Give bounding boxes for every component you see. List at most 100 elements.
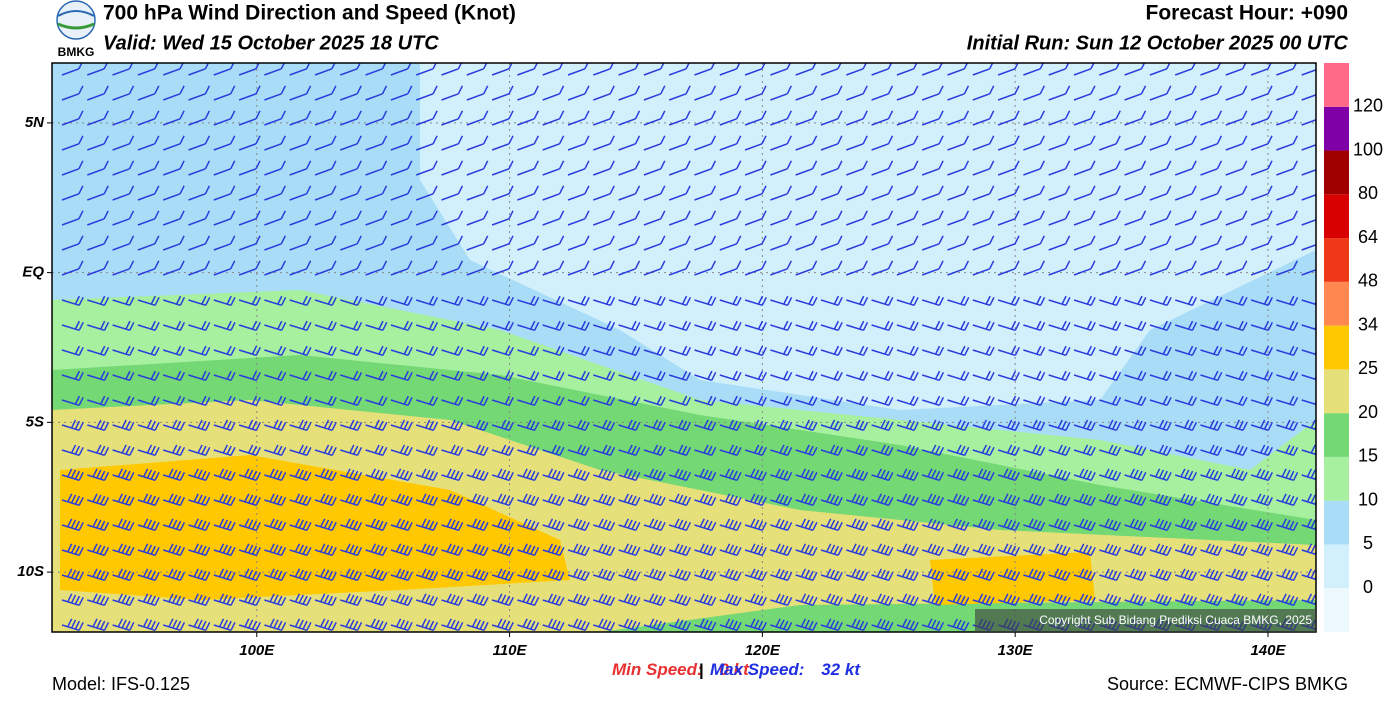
wind-barb [87, 63, 108, 76]
wind-barb [1073, 210, 1096, 226]
wind-barb [997, 444, 1020, 457]
wind-barb [972, 568, 995, 582]
wind-barb [871, 235, 894, 251]
wind-barb [744, 320, 767, 332]
wind-barb [972, 345, 995, 357]
wind-barb [947, 444, 970, 457]
wind-barb [567, 320, 590, 332]
min-speed: Min Speed: 0 kt [612, 660, 750, 679]
wind-barb [441, 593, 464, 607]
wind-barb [162, 468, 186, 482]
wind-barb [188, 345, 211, 357]
wind-barb [1250, 235, 1273, 251]
wind-barb [668, 543, 692, 557]
wind-barb [921, 185, 944, 201]
wind-barb [1301, 468, 1316, 481]
wind-barb [365, 593, 388, 607]
wind-barb [314, 63, 336, 76]
wind-barb [770, 110, 792, 126]
wind-barb [593, 370, 616, 382]
wind-barb [491, 370, 514, 382]
wind-barb [668, 110, 691, 126]
wind-barb [668, 370, 692, 382]
wind-barb [1200, 345, 1223, 357]
wind-barb [567, 295, 590, 307]
wind-barb [668, 295, 692, 307]
wind-barb [238, 85, 261, 101]
wind-barb [947, 543, 970, 557]
wind-barb [593, 419, 616, 432]
wind-barb [795, 493, 818, 507]
wind-barb [466, 210, 489, 226]
wind-barb [719, 160, 742, 176]
wind-barb [61, 444, 84, 457]
wind-barb [415, 493, 439, 507]
wind-barb [491, 493, 514, 507]
wind-barb [744, 395, 767, 407]
wind-barb [921, 543, 945, 557]
wind-barb [1073, 345, 1096, 357]
wind-barb [314, 370, 337, 382]
wind-barb [770, 593, 793, 607]
wind-barb [1149, 295, 1172, 307]
wind-barb [87, 543, 110, 557]
wind-barb [896, 468, 919, 482]
wind-barb [1099, 518, 1122, 532]
wind-barb [314, 85, 337, 101]
wind-barb [264, 444, 287, 457]
wind-barb [694, 345, 717, 357]
wind-barb [542, 85, 565, 101]
wind-barb [972, 135, 995, 151]
wind-barb [314, 110, 337, 126]
logo: BMKG [56, 0, 96, 59]
wind-barb [390, 260, 413, 276]
wind-barb [719, 493, 742, 507]
wind-barb [162, 345, 186, 357]
wind-barb [871, 110, 894, 126]
wind-barb [1276, 320, 1299, 332]
wind-barb [1149, 345, 1172, 357]
wind-barb [1124, 160, 1147, 176]
wind-barb [997, 568, 1020, 582]
wind-barb [188, 135, 211, 151]
wind-barb [517, 618, 540, 632]
wind-barb [1174, 210, 1197, 226]
wind-barb [162, 85, 185, 101]
wind-barb [921, 370, 945, 382]
wind-barb [542, 568, 565, 582]
wind-barb [820, 110, 843, 126]
wind-barb [1048, 493, 1071, 507]
wind-barb [719, 345, 742, 357]
wind-barb [1276, 260, 1298, 276]
wind-barb [795, 568, 818, 582]
wind-barb [466, 493, 489, 507]
wind-barb [289, 135, 312, 151]
wind-barb [947, 345, 970, 357]
wind-barb [643, 593, 666, 607]
wind-barb [314, 185, 337, 201]
wind-barb [694, 210, 717, 226]
wind-barb [618, 543, 641, 557]
wind-barb [441, 185, 464, 201]
wind-barb [365, 260, 388, 276]
wind-barb [162, 110, 185, 126]
wind-barb [1225, 444, 1248, 457]
wind-barb [264, 568, 287, 582]
wind-barb [289, 260, 312, 276]
wind-barb [162, 135, 185, 151]
wind-barb [238, 295, 261, 307]
wind-barb [1174, 160, 1197, 176]
wind-barb [1276, 543, 1299, 557]
wind-barb [668, 345, 692, 357]
wind-barb [1174, 493, 1198, 507]
wind-barb [137, 618, 160, 632]
wind-barb [694, 320, 717, 332]
wind-barb [820, 618, 843, 632]
wind-barb [1099, 135, 1121, 151]
wind-barb [390, 320, 413, 332]
wind-barb [466, 444, 489, 457]
wind-barb [61, 618, 84, 632]
wind-barb [1099, 320, 1122, 332]
wind-barb [1124, 135, 1147, 151]
wind-barb [264, 419, 287, 432]
